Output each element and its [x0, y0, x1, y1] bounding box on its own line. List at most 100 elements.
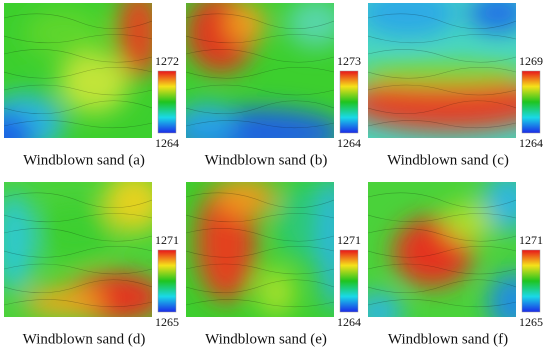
- blob: [368, 75, 516, 131]
- colorbar-max: 1271: [155, 233, 179, 247]
- contour: [186, 13, 334, 30]
- contour: [368, 299, 516, 308]
- blob: [319, 182, 334, 312]
- contour: [186, 34, 334, 44]
- panel: 1271 1265 Windblown sand (f): [368, 182, 543, 347]
- contour: [368, 279, 516, 294]
- colorbar-min: 1264: [337, 136, 361, 150]
- contour: [4, 34, 152, 44]
- colorbar-min: 1265: [519, 315, 543, 329]
- colorbar-min: 1264: [155, 136, 179, 150]
- contour: [368, 213, 516, 223]
- blob: [24, 8, 104, 58]
- contour: [4, 228, 152, 242]
- contour: [4, 192, 152, 209]
- colorbar: [157, 70, 177, 134]
- contour: [186, 263, 334, 275]
- heatmap: [186, 3, 334, 138]
- contour: [4, 13, 152, 30]
- contour: [186, 84, 334, 96]
- contour: [368, 34, 516, 44]
- caption: Windblown sand (c): [387, 152, 509, 168]
- heatmap: [368, 182, 516, 317]
- blob: [368, 3, 458, 38]
- contour: [4, 84, 152, 96]
- panel: 1272 1264 Windblown sand (a): [4, 3, 179, 168]
- contour: [4, 213, 152, 223]
- blob: [104, 182, 152, 232]
- blob: [186, 103, 236, 138]
- blob: [4, 113, 34, 138]
- contour: [368, 66, 516, 79]
- blob: [256, 267, 296, 317]
- contour: [368, 100, 516, 115]
- contour: [4, 279, 152, 294]
- colorbar: [157, 249, 177, 313]
- colorbar: [521, 70, 541, 134]
- blob: [468, 3, 516, 33]
- panel: 1273 1264 Windblown sand (b): [186, 3, 361, 168]
- colorbar-max: 1269: [519, 54, 543, 68]
- contour: [186, 228, 334, 242]
- blob: [59, 53, 129, 113]
- panel: 1271 1264 Windblown sand (e): [186, 182, 361, 347]
- caption: Windblown sand (f): [388, 331, 508, 347]
- blob: [488, 272, 516, 317]
- contour: [4, 299, 152, 308]
- contour: [368, 13, 516, 30]
- colorbar-max: 1271: [337, 233, 361, 247]
- heatmap: [4, 182, 152, 317]
- contour: [186, 66, 334, 79]
- panel: 1271 1265 Windblown sand (d): [4, 182, 179, 347]
- heatmap: [186, 182, 334, 317]
- heatmap: [368, 3, 516, 138]
- contour: [368, 192, 516, 209]
- colorbar-max: 1273: [337, 54, 361, 68]
- colorbar-min: 1264: [519, 136, 543, 150]
- caption: Windblown sand (a): [23, 152, 145, 168]
- contour: [368, 228, 516, 242]
- contour: [186, 49, 334, 63]
- contour: [368, 263, 516, 275]
- heatmap-blobs: [4, 3, 152, 138]
- colorbar-max: 1271: [519, 233, 543, 247]
- colorbar: [521, 249, 541, 313]
- contour: [186, 245, 334, 258]
- colorbar-min: 1264: [337, 315, 361, 329]
- contour: [368, 245, 516, 258]
- panel: 1269 1264 Windblown sand (c): [368, 3, 543, 168]
- colorbar-max: 1272: [155, 54, 179, 68]
- contour: [186, 100, 334, 115]
- blob: [24, 287, 104, 317]
- heatmap-blobs: [196, 182, 334, 317]
- caption: Windblown sand (b): [205, 152, 328, 168]
- contour: [4, 100, 152, 115]
- heatmap-blobs: [186, 3, 334, 138]
- contour: [4, 49, 152, 63]
- blob: [4, 192, 34, 292]
- blob: [34, 202, 114, 262]
- colorbar: [339, 70, 359, 134]
- contour: [186, 213, 334, 223]
- contour: [368, 120, 516, 129]
- contour: [4, 120, 152, 129]
- caption: Windblown sand (e): [205, 331, 327, 347]
- contour: [186, 299, 334, 308]
- colorbar-min: 1265: [155, 315, 179, 329]
- heatmap: [4, 3, 152, 138]
- contour: [186, 192, 334, 209]
- colorbar: [339, 249, 359, 313]
- contour: [4, 245, 152, 258]
- blob: [216, 182, 276, 217]
- blob: [443, 202, 493, 242]
- caption: Windblown sand (d): [23, 331, 146, 347]
- blob: [226, 3, 266, 43]
- contour: [4, 66, 152, 79]
- contour: [186, 120, 334, 129]
- blob: [117, 3, 152, 78]
- heatmap-blobs: [368, 3, 516, 131]
- blob: [286, 3, 334, 48]
- blob: [368, 61, 516, 85]
- contour: [368, 84, 516, 96]
